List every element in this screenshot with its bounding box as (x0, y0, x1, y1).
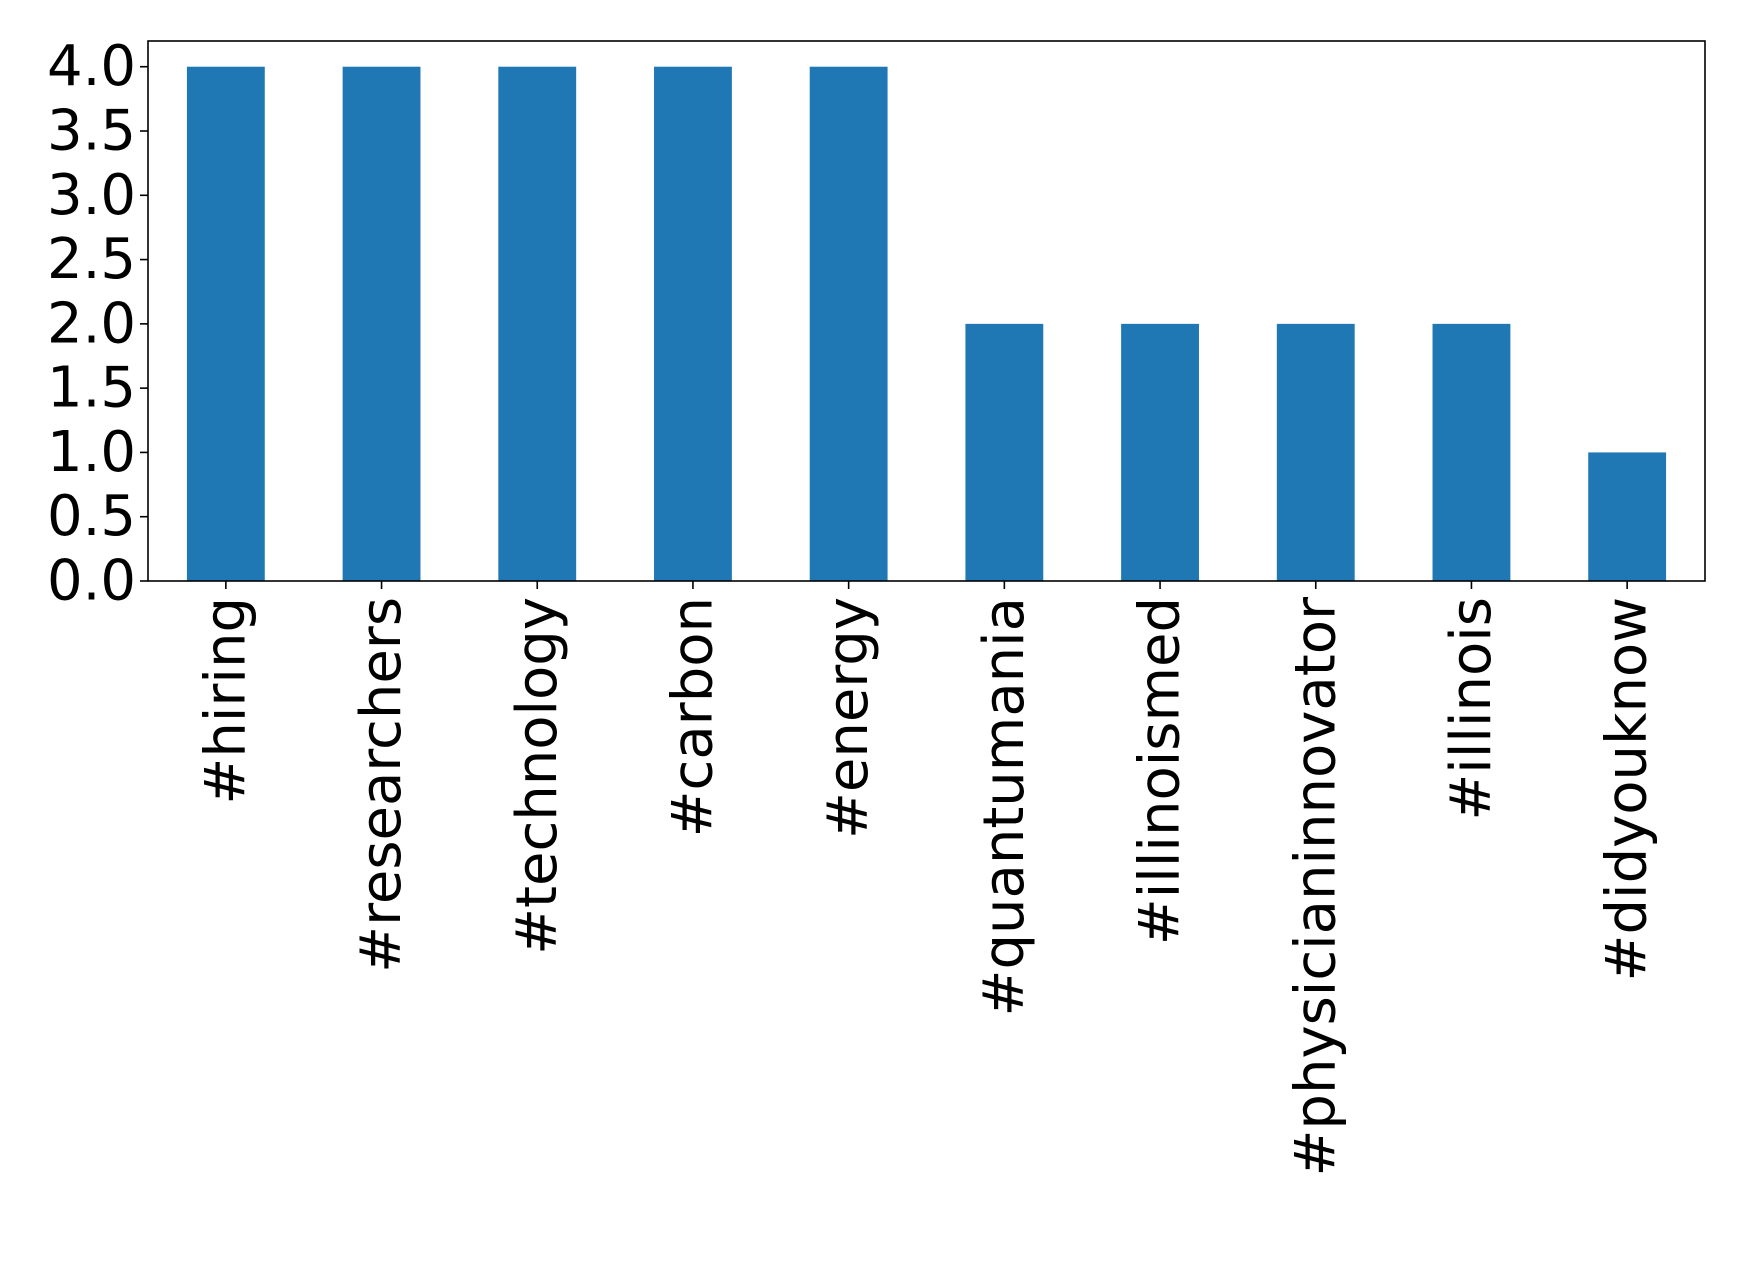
bar (186, 66, 265, 581)
bar (965, 323, 1044, 581)
x-tick-label: #physicianinnovator (1283, 596, 1348, 1176)
bar (1276, 323, 1355, 581)
x-tick-label: #quantumania (972, 597, 1037, 1016)
y-tick-label: 4.0 (47, 34, 136, 99)
bar (1432, 323, 1511, 581)
y-tick-label: 0.5 (47, 484, 136, 549)
x-axis: #hiring #researchers #technology #carbon #en… (193, 581, 1660, 1177)
y-axis: 0.00.51.01.52.02.53.03.54.0 (47, 34, 148, 614)
x-tick-label: #didyouknow (1595, 597, 1660, 981)
x-tick-label: #hiring (193, 597, 258, 805)
bar (654, 66, 732, 581)
bars-group (186, 66, 1667, 581)
bar (498, 66, 577, 581)
y-tick-label: 0.0 (47, 549, 136, 614)
bar (1588, 452, 1667, 581)
x-tick-label: #carbon (660, 597, 725, 837)
bar (809, 66, 888, 581)
x-tick-label: #energy (816, 597, 881, 839)
bar (342, 66, 421, 581)
y-tick-label: 1.5 (47, 356, 136, 421)
plot-frame (147, 40, 1706, 582)
bar (1121, 323, 1199, 581)
y-tick-label: 2.0 (47, 291, 136, 356)
x-tick-label: #researchers (349, 597, 414, 973)
x-tick-label: #illinois (1439, 597, 1504, 821)
y-tick-label: 3.5 (47, 99, 136, 164)
y-tick-label: 2.5 (47, 227, 136, 292)
x-tick-label: #illinoismed (1128, 597, 1193, 945)
y-tick-label: 1.0 (47, 420, 136, 485)
x-tick-label: #technology (505, 597, 570, 955)
y-tick-label: 3.0 (47, 163, 136, 228)
